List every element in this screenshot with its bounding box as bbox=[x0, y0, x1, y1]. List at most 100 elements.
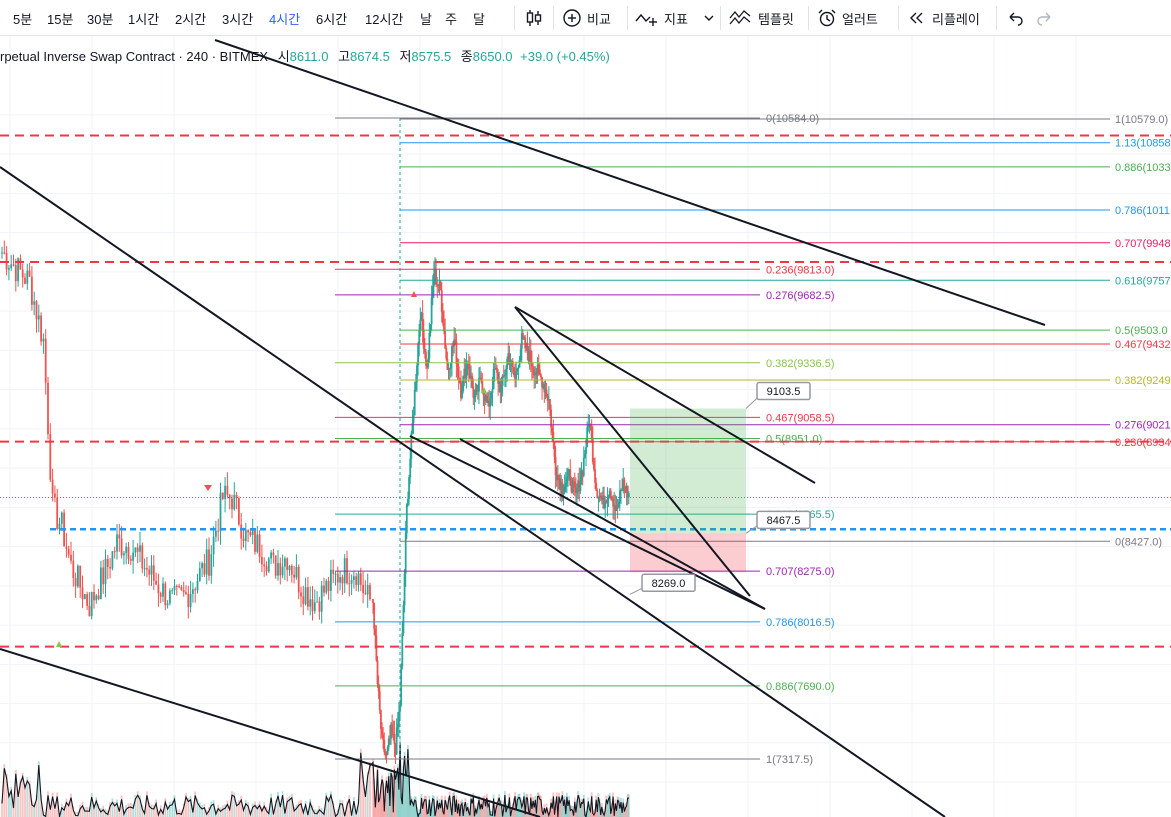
alert-button[interactable]: 얼러트 bbox=[817, 6, 878, 30]
volume-bar bbox=[231, 791, 233, 817]
candle bbox=[493, 367, 496, 370]
candle bbox=[525, 343, 528, 349]
volume-bar bbox=[219, 807, 222, 817]
fib-level-label: 0.886(7690.0) bbox=[766, 681, 835, 693]
timeframe-15m[interactable]: 15분 bbox=[47, 12, 74, 27]
volume-bar bbox=[396, 763, 399, 817]
candle bbox=[320, 585, 323, 612]
volume-bar bbox=[537, 792, 540, 817]
price-chart[interactable]: 0(10584.0)0.236(9813.0)0.276(9682.5)0.38… bbox=[0, 36, 1171, 817]
fib-ext-label: 1(10579.0) bbox=[1115, 114, 1168, 126]
candle bbox=[441, 311, 444, 324]
volume-bar bbox=[538, 795, 541, 817]
volume-bar bbox=[332, 801, 335, 817]
candle bbox=[141, 545, 144, 569]
candle bbox=[596, 490, 599, 499]
indicators-button[interactable]: 지표 bbox=[635, 6, 688, 30]
timeframe-30m[interactable]: 30분 bbox=[87, 12, 114, 27]
timeframe-3h[interactable]: 3시간 bbox=[222, 12, 254, 27]
candle bbox=[461, 391, 463, 398]
indicators-dropdown[interactable] bbox=[703, 6, 715, 30]
candle bbox=[155, 580, 157, 585]
volume-bar bbox=[93, 803, 95, 817]
templates-label: 템플릿 bbox=[758, 11, 794, 27]
candle bbox=[93, 591, 95, 601]
candle bbox=[148, 569, 151, 575]
candle bbox=[49, 434, 52, 480]
candle bbox=[550, 409, 552, 428]
volume-bar bbox=[574, 808, 577, 817]
up-marker bbox=[481, 387, 487, 393]
price-tag-value: 8467.5 bbox=[767, 515, 801, 527]
candle bbox=[150, 565, 153, 575]
timeframe-6h[interactable]: 6시간 bbox=[316, 12, 348, 27]
candle bbox=[143, 568, 146, 570]
candle bbox=[70, 554, 72, 561]
candle bbox=[565, 476, 568, 484]
candle bbox=[277, 563, 279, 576]
timeframe-month[interactable]: 달 bbox=[473, 12, 485, 27]
timeframe-week[interactable]: 주 bbox=[445, 12, 457, 27]
price-tag bbox=[641, 573, 696, 593]
undo-button[interactable] bbox=[1006, 6, 1026, 30]
volume-bar bbox=[26, 777, 29, 817]
timeframe-5m[interactable]: 5분 bbox=[13, 12, 33, 27]
candle bbox=[376, 660, 379, 684]
alert-label: 얼러트 bbox=[842, 11, 878, 27]
candle bbox=[281, 566, 284, 576]
fib-ext-label: 0.236(8934 bbox=[1115, 437, 1171, 449]
candle bbox=[256, 534, 259, 552]
volume-bar bbox=[398, 785, 400, 817]
timeframe-12h[interactable]: 12시간 bbox=[365, 12, 404, 27]
volume-bar bbox=[83, 807, 86, 817]
volume-bar bbox=[407, 745, 409, 817]
replay-button[interactable]: 리플레이 bbox=[907, 6, 980, 30]
low-label: 저 bbox=[399, 49, 412, 64]
candle bbox=[369, 585, 371, 600]
candle bbox=[456, 363, 459, 367]
volume-bar bbox=[67, 801, 70, 817]
timeframe-4h[interactable]: 4시간 bbox=[269, 12, 301, 27]
candle bbox=[555, 475, 558, 481]
volume-bar bbox=[353, 797, 355, 817]
volume-bar bbox=[497, 797, 500, 817]
volume-bar bbox=[70, 793, 72, 817]
volume-bar bbox=[217, 804, 220, 817]
rewind-icon bbox=[910, 12, 923, 24]
candle bbox=[475, 384, 478, 390]
candle bbox=[536, 364, 539, 375]
volume-bar bbox=[288, 795, 291, 817]
chart-type-button[interactable] bbox=[524, 6, 544, 30]
compare-button[interactable]: 비교 bbox=[562, 6, 611, 30]
volume-bar bbox=[33, 802, 36, 817]
candle bbox=[514, 375, 516, 380]
candle bbox=[392, 734, 395, 736]
candle bbox=[279, 563, 282, 576]
candle bbox=[524, 337, 527, 349]
volume-bar bbox=[561, 791, 564, 817]
candle bbox=[484, 395, 487, 401]
candle bbox=[614, 504, 617, 511]
volume-bar bbox=[507, 803, 510, 817]
candle bbox=[274, 555, 277, 576]
volume-bar bbox=[166, 805, 169, 817]
redo-button[interactable] bbox=[1034, 6, 1054, 30]
timeframe-day[interactable]: 날 bbox=[420, 12, 432, 27]
volume-bar bbox=[568, 796, 571, 817]
candle bbox=[309, 599, 312, 607]
candle bbox=[381, 728, 383, 735]
candle bbox=[532, 366, 534, 370]
timeframe-2h[interactable]: 2시간 bbox=[175, 12, 207, 27]
candle bbox=[572, 480, 575, 482]
timeframe-1h[interactable]: 1시간 bbox=[128, 12, 160, 27]
candle bbox=[217, 530, 220, 532]
templates-button[interactable]: 템플릿 bbox=[729, 6, 794, 30]
volume-bar bbox=[17, 792, 19, 817]
candle bbox=[593, 461, 595, 470]
candle bbox=[474, 389, 477, 398]
volume-bar bbox=[400, 793, 403, 817]
candle bbox=[26, 270, 29, 284]
candle bbox=[106, 559, 109, 568]
volume-bar bbox=[413, 796, 416, 817]
volume-bar bbox=[421, 804, 424, 817]
